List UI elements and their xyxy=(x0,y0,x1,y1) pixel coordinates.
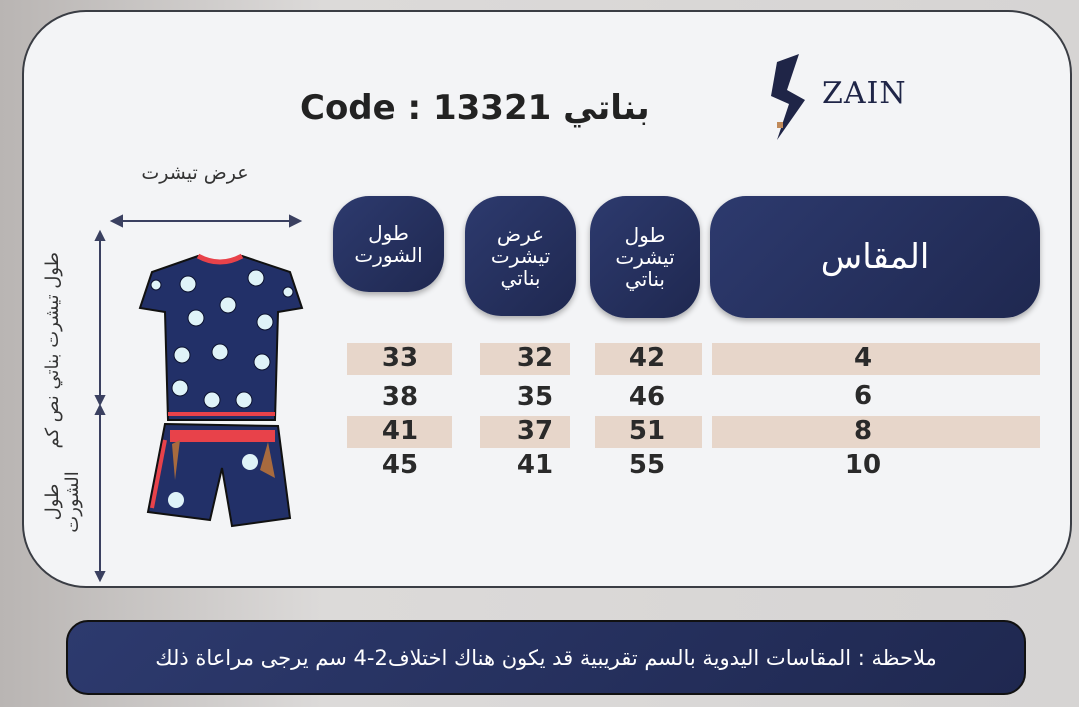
cell-tshirt-length: 46 xyxy=(628,382,666,412)
short-length-label: طول الشورت xyxy=(42,471,83,533)
row-band xyxy=(347,416,452,448)
garment-diagram xyxy=(94,214,304,583)
shorts-icon xyxy=(146,422,292,528)
measurement-note: ملاحظة : المقاسات اليدوية بالسم تقريبية … xyxy=(66,620,1026,695)
cell-size: 6 xyxy=(853,381,873,411)
row-band xyxy=(595,343,702,375)
row-band xyxy=(712,416,1040,448)
arrow-horizontal xyxy=(94,214,303,583)
cell-tshirt-width: 41 xyxy=(516,450,554,480)
cell-tshirt-width: 32 xyxy=(516,343,554,373)
tshirt-icon xyxy=(138,253,304,421)
cell-tshirt-length: 42 xyxy=(628,343,666,373)
tshirt-length-label: طول تيشرت بناتي نص كم xyxy=(42,252,63,449)
cell-tshirt-length: 55 xyxy=(628,450,666,480)
cell-tshirt-width: 35 xyxy=(516,382,554,412)
zain-logo-icon xyxy=(771,54,805,140)
brand-logo-text: ZAIN xyxy=(822,76,907,111)
cell-size: 10 xyxy=(844,450,882,480)
row-band xyxy=(347,343,452,375)
row-band xyxy=(712,343,1040,375)
header-tshirt-width: عرض تيشرت بناتي xyxy=(465,196,576,316)
page-title: Code : 13321 بناتي xyxy=(300,88,650,128)
cell-size: 4 xyxy=(853,343,873,373)
cell-tshirt-length: 51 xyxy=(628,416,666,446)
cell-size: 8 xyxy=(853,416,873,446)
cell-short-length: 33 xyxy=(381,343,419,373)
header-short-length: طول الشورت xyxy=(333,196,444,292)
row-band xyxy=(480,416,570,448)
header-tshirt-length: طول تيشرت بناتي xyxy=(590,196,700,318)
header-size: المقاس xyxy=(710,196,1040,318)
width-label: عرض تيشرت xyxy=(141,162,249,184)
cell-short-length: 41 xyxy=(381,416,419,446)
cell-short-length: 45 xyxy=(381,450,419,480)
row-band xyxy=(595,416,702,448)
cell-tshirt-width: 37 xyxy=(516,416,554,446)
cell-short-length: 38 xyxy=(381,382,419,412)
row-band xyxy=(480,343,570,375)
